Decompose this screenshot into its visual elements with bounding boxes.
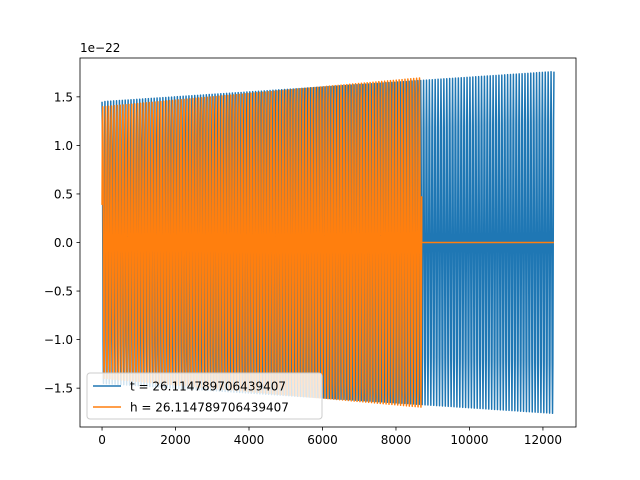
series-layer xyxy=(101,71,555,415)
y-offset-label: 1e−22 xyxy=(80,41,120,55)
axes-layer: 0 2000 4000 6000 8000 10000 12000 −1.5 −1.0 −0.5 0… xyxy=(44,57,577,447)
legend-box xyxy=(86,372,323,420)
y-tick-label: −0.5 xyxy=(44,285,73,299)
x-tick-label: 2000 xyxy=(160,433,191,447)
y-tick-label: 1.5 xyxy=(54,90,73,104)
legend-entry-label: t = 26.114789706439407 xyxy=(130,380,286,394)
y-tick-label: −1.5 xyxy=(44,382,73,396)
x-tick-label: 12000 xyxy=(524,433,562,447)
x-tick-label: 10000 xyxy=(450,433,488,447)
y-tick-label: −1.0 xyxy=(44,333,73,347)
x-tick-label: 0 xyxy=(98,433,106,447)
y-tick-label: 1.0 xyxy=(54,139,73,153)
legend-entry-label: h = 26.114789706439407 xyxy=(130,401,289,415)
x-tick-label: 6000 xyxy=(307,433,338,447)
series-line-2 xyxy=(101,77,554,408)
y-tick-label: 0.0 xyxy=(54,236,73,250)
x-tick-label: 4000 xyxy=(234,433,265,447)
x-tick-label: 8000 xyxy=(381,433,412,447)
series-line-1 xyxy=(101,71,555,415)
legend: t = 26.114789706439407 h = 26.11478970643… xyxy=(86,372,323,420)
y-tick-label: 0.5 xyxy=(54,187,73,201)
